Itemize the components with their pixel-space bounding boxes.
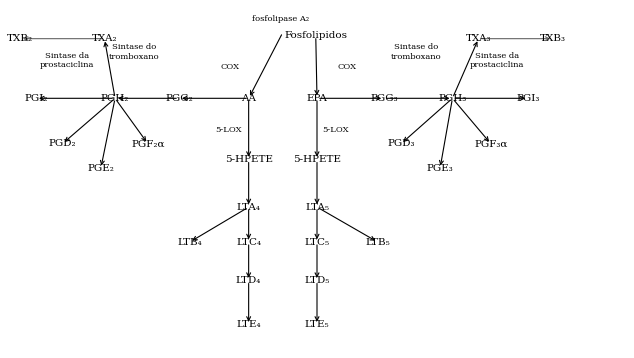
Text: PGF₂α: PGF₂α <box>131 139 165 149</box>
Text: TXB₃: TXB₃ <box>540 34 566 43</box>
Text: fosfolipase A₂: fosfolipase A₂ <box>252 15 309 23</box>
Text: PGH₂: PGH₂ <box>101 94 129 103</box>
Text: PGE₂: PGE₂ <box>87 164 114 173</box>
Text: PGF₃α: PGF₃α <box>474 139 508 149</box>
Text: LTD₄: LTD₄ <box>236 276 261 285</box>
Text: COX: COX <box>221 63 240 71</box>
Text: EPA: EPA <box>307 94 327 103</box>
Text: AA: AA <box>241 94 256 103</box>
Text: Sintase da
prostaciclina: Sintase da prostaciclina <box>40 52 94 69</box>
Text: PGG₂: PGG₂ <box>165 94 193 103</box>
Text: PGI₃: PGI₃ <box>517 94 540 103</box>
Text: LTC₄: LTC₄ <box>236 238 261 247</box>
Text: LTB₅: LTB₅ <box>366 238 391 247</box>
Text: 5-LOX: 5-LOX <box>322 126 349 134</box>
Text: LTD₅: LTD₅ <box>304 276 330 285</box>
Text: Sintase do
tromboxano: Sintase do tromboxano <box>391 43 442 61</box>
Text: 5-HPETE: 5-HPETE <box>293 155 341 164</box>
Text: PGI₂: PGI₂ <box>25 94 48 103</box>
Text: PGE₃: PGE₃ <box>427 164 453 173</box>
Text: TXB₂: TXB₂ <box>7 34 33 43</box>
Text: LTC₅: LTC₅ <box>304 238 330 247</box>
Text: PGD₂: PGD₂ <box>48 139 76 149</box>
Text: Sintase da
prostaciclina: Sintase da prostaciclina <box>470 52 524 69</box>
Text: 5-LOX: 5-LOX <box>216 126 242 134</box>
Text: PGG₃: PGG₃ <box>370 94 398 103</box>
Text: 5-HPETE: 5-HPETE <box>224 155 273 164</box>
Text: TXA₃: TXA₃ <box>466 34 491 43</box>
Text: PGH₃: PGH₃ <box>438 94 467 103</box>
Text: TXA₂: TXA₂ <box>92 34 117 43</box>
Text: LTB₄: LTB₄ <box>178 238 202 247</box>
Text: Fosfolipidos: Fosfolipidos <box>284 32 347 40</box>
Text: LTA₅: LTA₅ <box>305 203 329 212</box>
Text: LTE₅: LTE₅ <box>305 320 329 329</box>
Text: COX: COX <box>337 63 356 71</box>
Text: LTE₄: LTE₄ <box>236 320 261 329</box>
Text: PGD₃: PGD₃ <box>387 139 415 149</box>
Text: LTA₄: LTA₄ <box>236 203 261 212</box>
Text: Sintase do
tromboxano: Sintase do tromboxano <box>108 43 159 61</box>
